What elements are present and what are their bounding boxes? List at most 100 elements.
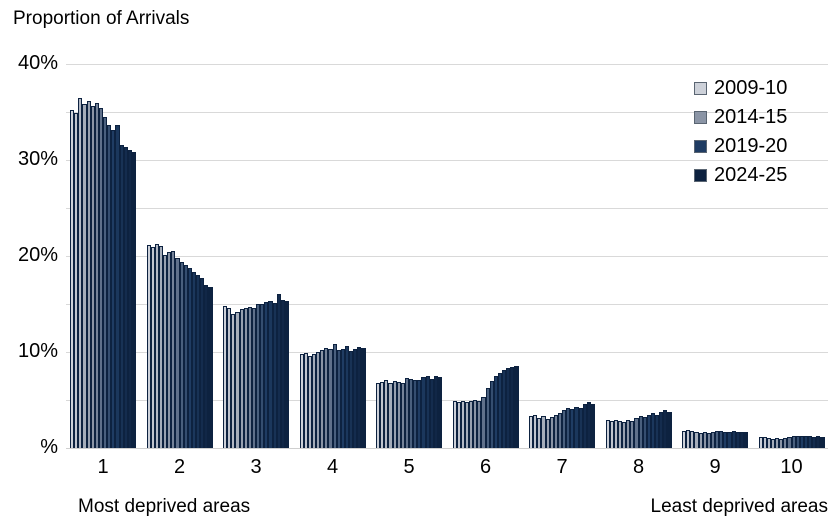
bar-decile7-2009-10 (529, 416, 534, 448)
gridline-20pct (66, 256, 828, 257)
legend-row-2009-10: 2009-10 (694, 74, 787, 103)
bar-decile2-2016-17 (175, 257, 180, 448)
bar-decile8-2024-25 (667, 411, 672, 448)
x-axis-tick-6: 6 (479, 456, 492, 478)
y-axis-tick-20pct: 20% (17, 244, 58, 266)
x-axis-tick-10: 10 (780, 456, 803, 478)
bar-decile10-2019-20 (799, 435, 804, 448)
x-axis-tick-4: 4 (326, 456, 339, 478)
gridline-25pct (66, 208, 828, 209)
bar-decile9-2023-24 (739, 431, 744, 448)
bar-decile1-2012-13 (82, 104, 87, 448)
bar-decile4-2010-11 (303, 352, 308, 448)
bar-decile5-2012-13 (388, 382, 393, 448)
bar-decile7-2010-11 (533, 415, 538, 448)
bar-decile6-2021-22 (502, 370, 507, 448)
bar-decile3-2022-23 (276, 294, 281, 448)
y-axis-tick-pct: % (40, 436, 58, 458)
bar-decile9-2024-25 (743, 431, 748, 448)
bar-decile6-2013-14 (469, 400, 474, 448)
bar-decile2-2020-21 (191, 272, 196, 448)
bar-decile10-2018-19 (795, 435, 800, 448)
bar-decile4-2019-20 (340, 349, 345, 448)
bar-decile1-2021-22 (119, 144, 124, 448)
bar-decile4-2024-25 (361, 348, 366, 448)
bar-decile8-2009-10 (605, 420, 610, 448)
bar-decile1-2009-10 (70, 110, 75, 448)
gridline-30pct (66, 160, 828, 161)
bar-decile10-2024-25 (820, 437, 825, 448)
legend-label: 2009-10 (714, 77, 788, 99)
bar-decile1-2011-12 (78, 97, 83, 448)
bar-decile5-2016-17 (404, 377, 409, 448)
y-axis-tick-40pct: 40% (17, 52, 58, 74)
bar-decile7-2021-22 (578, 407, 583, 448)
bar-decile6-2017-18 (485, 388, 490, 448)
bar-decile2-2019-20 (187, 267, 192, 448)
bar-decile2-2014-15 (167, 252, 172, 448)
legend-swatch-icon (694, 169, 707, 182)
bar-decile9-2016-17 (710, 431, 715, 448)
bar-decile1-2016-17 (98, 108, 103, 448)
bar-decile6-2019-20 (493, 376, 498, 448)
x-axis-tick-9: 9 (709, 456, 721, 478)
bar-decile5-2010-11 (380, 381, 385, 448)
bar-decile4-2009-10 (299, 353, 304, 448)
bar-decile10-2023-24 (816, 436, 821, 448)
bar-decile2-2009-10 (146, 245, 151, 448)
bar-decile8-2023-24 (663, 409, 668, 448)
bar-decile4-2012-13 (311, 353, 316, 448)
bar-decile2-2013-14 (163, 255, 168, 448)
legend-swatch-icon (694, 111, 707, 124)
bar-decile3-2011-12 (231, 313, 236, 448)
bar-decile3-2009-10 (223, 305, 228, 448)
bar-decile7-2017-18 (562, 409, 567, 448)
bar-decile9-2013-14 (698, 432, 703, 448)
legend-swatch-icon (694, 140, 707, 153)
bar-decile8-2021-22 (655, 415, 660, 448)
bar-decile9-2021-22 (731, 430, 736, 448)
bar-decile8-2012-13 (617, 421, 622, 448)
bar-decile8-2011-12 (613, 420, 618, 448)
bar-decile7-2016-17 (557, 413, 562, 448)
bar-decile5-2011-12 (384, 379, 389, 448)
bar-decile7-2012-13 (541, 416, 546, 448)
bar-decile6-2016-17 (481, 397, 486, 448)
legend-row-2014-15: 2014-15 (694, 103, 787, 132)
bar-decile10-2016-17 (787, 437, 792, 448)
bar-decile9-2012-13 (694, 431, 699, 448)
bar-decile9-2009-10 (682, 430, 687, 448)
bar-decile6-2020-21 (497, 373, 502, 448)
bar-decile6-2022-23 (506, 368, 511, 448)
bar-decile1-2024-25 (131, 152, 136, 448)
y-axis-tick-30pct: 30% (17, 148, 58, 170)
bar-decile7-2020-21 (574, 406, 579, 448)
bar-decile5-2014-15 (396, 381, 401, 448)
x-axis-line (66, 448, 828, 449)
bar-decile9-2011-12 (690, 430, 695, 448)
bar-decile4-2021-22 (349, 351, 354, 448)
bar-decile7-2015-16 (553, 415, 558, 448)
bar-decile10-2015-16 (783, 438, 788, 448)
bar-decile3-2020-21 (268, 301, 273, 448)
bar-decile5-2024-25 (437, 376, 442, 448)
bar-decile3-2016-17 (251, 307, 256, 448)
bar-decile4-2023-24 (357, 347, 362, 448)
bar-decile9-2017-18 (715, 430, 720, 448)
bar-decile9-2010-11 (686, 429, 691, 448)
bar-decile5-2017-18 (409, 378, 414, 448)
bar-decile2-2024-25 (208, 286, 213, 448)
bar-decile1-2013-14 (86, 101, 91, 448)
bar-decile6-2018-19 (489, 380, 494, 448)
bar-decile10-2013-14 (775, 438, 780, 448)
bar-decile4-2014-15 (320, 350, 325, 448)
x-axis-note-least-deprived: Least deprived areas (650, 496, 828, 517)
bar-decile5-2015-16 (400, 382, 405, 448)
bar-decile10-2011-12 (766, 438, 771, 448)
bar-decile8-2018-19 (642, 417, 647, 448)
bar-decile6-2011-12 (460, 400, 465, 448)
bar-decile9-2018-19 (719, 430, 724, 448)
bar-decile3-2021-22 (272, 303, 277, 448)
bar-decile4-2013-14 (316, 352, 321, 448)
bar-decile3-2019-20 (264, 302, 269, 448)
